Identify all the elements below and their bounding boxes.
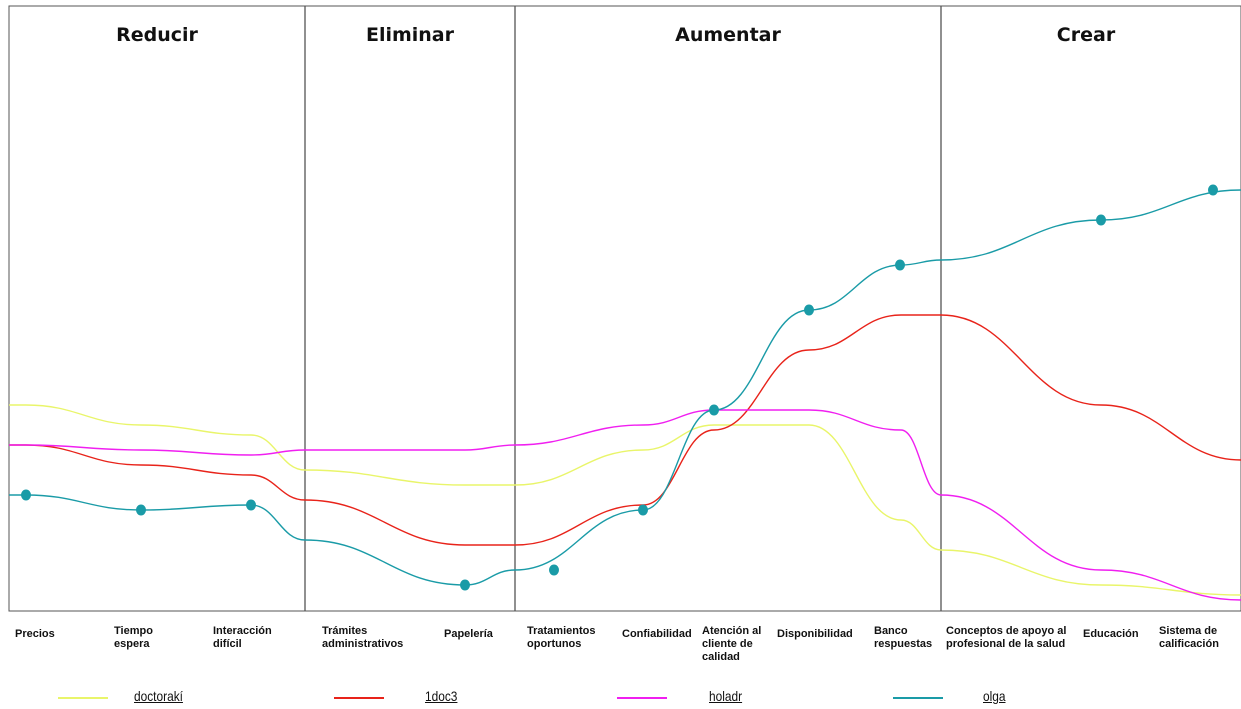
- category-label: Interacción difícil: [213, 625, 272, 650]
- data-point: [895, 259, 905, 271]
- series-line-holadr: [9, 409, 1241, 601]
- section-title: Reducir: [116, 24, 198, 46]
- data-point: [460, 579, 470, 591]
- data-point: [709, 404, 719, 416]
- category-label: Tratamientos oportunos: [527, 625, 596, 650]
- series-layer: [9, 189, 1241, 601]
- legend-label: holadr: [709, 688, 743, 704]
- category-label: Sistema de calificación: [1159, 625, 1219, 650]
- category-label: Disponibilidad: [777, 628, 853, 640]
- category-label: Precios: [15, 628, 55, 640]
- category-label: Conceptos de apoyo al profesional de la …: [946, 625, 1067, 650]
- legend-swatch: [893, 697, 943, 699]
- category-label: Banco respuestas: [874, 625, 933, 650]
- section-titles: Reducir Eliminar Aumentar Crear: [116, 24, 1116, 46]
- legend-label: doctorakí: [134, 688, 183, 704]
- category-label: Papelería: [444, 628, 493, 640]
- plot-frame: [8, 5, 1241, 612]
- marker-layer: [21, 184, 1218, 591]
- data-point: [549, 564, 559, 576]
- category-label: Trámites administrativos: [322, 625, 404, 650]
- category-label: Atención al cliente de calidad: [702, 625, 762, 663]
- section-title: Eliminar: [366, 24, 455, 46]
- series-line-olga: [9, 189, 1241, 586]
- data-point: [136, 504, 146, 516]
- data-point: [638, 504, 648, 516]
- legend-swatch: [617, 697, 667, 699]
- category-label: Tiempo espera: [114, 625, 153, 650]
- data-point: [21, 489, 31, 501]
- section-title: Crear: [1057, 24, 1116, 46]
- legend-label: 1doc3: [425, 688, 458, 704]
- legend-swatch: [58, 697, 108, 699]
- category-label: Educación: [1083, 628, 1139, 640]
- category-label: Confiabilidad: [622, 628, 692, 640]
- data-point: [1208, 184, 1218, 196]
- legend-label: olga: [983, 688, 1006, 704]
- section-title: Aumentar: [675, 24, 781, 46]
- data-point: [804, 304, 814, 316]
- data-point: [246, 499, 256, 511]
- data-point: [1096, 214, 1106, 226]
- legend-swatch: [334, 697, 384, 699]
- series-line-doctorakí: [9, 404, 1241, 596]
- series-line-1doc3: [9, 314, 1241, 546]
